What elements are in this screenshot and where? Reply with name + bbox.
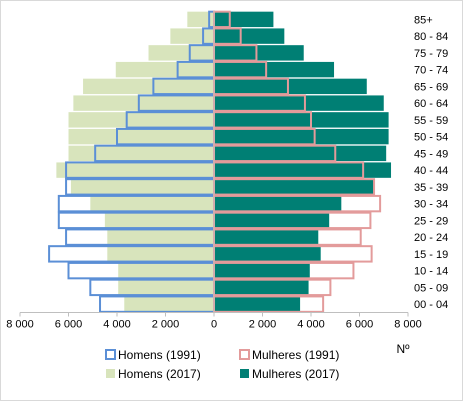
- age-group-label: 10 - 14: [414, 266, 448, 278]
- bar-homens-2017-13: [83, 78, 214, 95]
- bar-mulheres-2017-0: [214, 296, 301, 312]
- legend-swatch: [105, 349, 116, 360]
- bar-homens-2017-15: [148, 45, 214, 61]
- bar-mulheres-2017-17: [214, 11, 274, 28]
- bar-homens-2017-3: [107, 246, 214, 262]
- age-group-label: 35 - 39: [414, 182, 448, 194]
- legend-swatch: [240, 369, 249, 378]
- legend-label: Homens (1991): [118, 348, 201, 362]
- bar-homens-2017-6: [90, 195, 214, 212]
- bar-homens-2017-11: [68, 112, 214, 128]
- x-tick-label: 2 000: [249, 319, 277, 331]
- age-group-label: 25 - 29: [414, 215, 448, 227]
- age-group-label: 70 - 74: [414, 65, 448, 77]
- age-group-label: 60 - 64: [414, 98, 448, 110]
- bar-homens-2017-17: [187, 11, 214, 28]
- legend-label: Mulheres (1991): [252, 348, 339, 362]
- age-group-label: 75 - 79: [414, 48, 448, 60]
- filled-bars-layer: [56, 11, 392, 312]
- age-group-label: 30 - 34: [414, 199, 448, 211]
- bar-mulheres-2017-7: [214, 179, 375, 195]
- x-tick-label: 4 000: [297, 319, 325, 331]
- bar-homens-2017-0: [124, 296, 214, 312]
- bar-homens-2017-9: [68, 145, 214, 162]
- bar-homens-2017-16: [170, 28, 214, 44]
- bar-homens-2017-7: [70, 179, 214, 195]
- age-group-label: 05 - 09: [414, 282, 448, 294]
- bar-homens-2017-5: [104, 212, 214, 229]
- bar-mulheres-2017-2: [214, 262, 310, 279]
- legend-swatch: [106, 369, 115, 378]
- bar-mulheres-2017-3: [214, 246, 321, 262]
- bar-mulheres-2017-13: [214, 78, 367, 95]
- x-tick-label: 2 000: [152, 319, 180, 331]
- bar-homens-2017-4: [107, 229, 214, 245]
- legend-swatch: [239, 349, 250, 360]
- x-axis: 8 000 6 000 4 000 2 000 0 2 000 4 000 6 000 8 00…: [6, 11, 422, 331]
- legend: Homens (1991) Mulheres (1991) Homens (2017…: [105, 348, 339, 381]
- bar-mulheres-2017-5: [214, 212, 330, 229]
- x-tick-label: 4 000: [103, 319, 131, 331]
- age-group-label: 20 - 24: [414, 232, 448, 244]
- bar-homens-2017-8: [56, 162, 214, 178]
- age-group-label: 50 - 54: [414, 132, 448, 144]
- age-group-label: 00 - 04: [414, 299, 448, 311]
- age-group-label: 15 - 19: [414, 249, 448, 261]
- age-group-label: 65 - 69: [414, 81, 448, 93]
- bar-mulheres-2017-6: [214, 195, 342, 212]
- age-group-label: 45 - 49: [414, 148, 448, 160]
- x-tick-label: 8 000: [6, 319, 34, 331]
- age-group-label: 55 - 59: [414, 115, 448, 127]
- bar-mulheres-2017-10: [214, 128, 389, 145]
- age-group-label: 40 - 44: [414, 165, 448, 177]
- bar-mulheres-2017-14: [214, 61, 335, 78]
- x-tick-label: 8 000: [394, 319, 422, 331]
- bar-mulheres-2017-8: [214, 162, 392, 178]
- age-group-labels: 00 - 04 05 - 09 10 - 14 15 - 19 20 - 24 25 - …: [414, 14, 448, 311]
- legend-label: Mulheres (2017): [252, 367, 339, 381]
- x-tick-label: 0: [211, 319, 217, 331]
- bar-mulheres-2017-9: [214, 145, 387, 162]
- bar-mulheres-2017-12: [214, 95, 384, 111]
- bar-homens-2017-2: [118, 262, 214, 279]
- bar-mulheres-2017-4: [214, 229, 319, 245]
- bar-mulheres-2017-16: [214, 28, 285, 44]
- bar-mulheres-2017-1: [214, 279, 309, 296]
- x-tick-label: 6 000: [55, 319, 83, 331]
- x-axis-title: Nº: [396, 342, 410, 356]
- outline-bars-layer: [48, 10, 382, 313]
- bar-homens-2017-10: [68, 128, 214, 145]
- age-group-label: 80 - 84: [414, 31, 448, 43]
- age-group-label: 85+: [414, 14, 433, 26]
- x-tick-label: 6 000: [346, 319, 374, 331]
- bar-mulheres-2017-11: [214, 112, 389, 128]
- bar-homens-2017-12: [73, 95, 214, 111]
- bar-homens-2017-14: [115, 61, 214, 78]
- bar-homens-2017-1: [118, 279, 214, 296]
- bar-mulheres-2017-15: [214, 45, 304, 61]
- legend-label: Homens (2017): [118, 367, 201, 381]
